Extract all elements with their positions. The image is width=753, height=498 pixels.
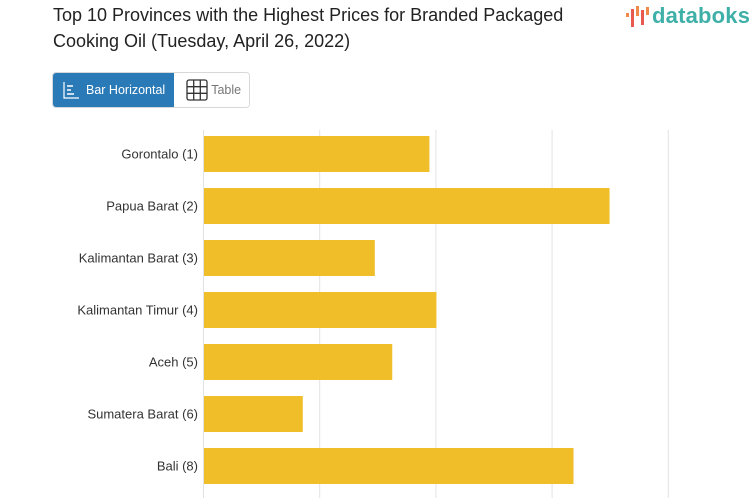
category-label: Kalimantan Timur (4) <box>77 303 198 318</box>
logo-bars-icon <box>626 6 649 27</box>
bar[interactable] <box>204 344 393 380</box>
databoks-logo[interactable]: databoks <box>625 3 750 29</box>
category-labels: Gorontalo (1) Papua Barat (2) Kalimantan B… <box>77 147 198 474</box>
bar-chart-icon <box>63 82 79 99</box>
bar[interactable] <box>204 292 437 328</box>
view-toggle: Bar Horizontal Table <box>52 72 251 108</box>
category-label: Aceh (5) <box>149 355 198 370</box>
bar[interactable] <box>204 188 610 224</box>
bar[interactable] <box>204 448 574 484</box>
table-label: Table <box>211 83 242 97</box>
bar-horizontal-button[interactable]: Bar Horizontal <box>53 73 175 107</box>
bar[interactable] <box>204 240 375 276</box>
bars <box>204 136 610 484</box>
category-label: Papua Barat (2) <box>106 199 198 214</box>
bar-horizontal-label: Bar Horizontal <box>86 83 166 97</box>
table-button[interactable]: Table <box>174 73 250 107</box>
category-label: Bali (8) <box>157 459 198 474</box>
category-label: Kalimantan Barat (3) <box>79 251 198 266</box>
chart-title: Top 10 Provinces with the Highest Prices… <box>53 5 564 51</box>
category-label: Sumatera Barat (6) <box>87 407 198 422</box>
logo-text: databoks <box>652 3 751 28</box>
table-icon <box>186 79 208 101</box>
bar[interactable] <box>204 136 430 172</box>
category-label: Gorontalo (1) <box>121 147 198 162</box>
bar[interactable] <box>204 396 303 432</box>
